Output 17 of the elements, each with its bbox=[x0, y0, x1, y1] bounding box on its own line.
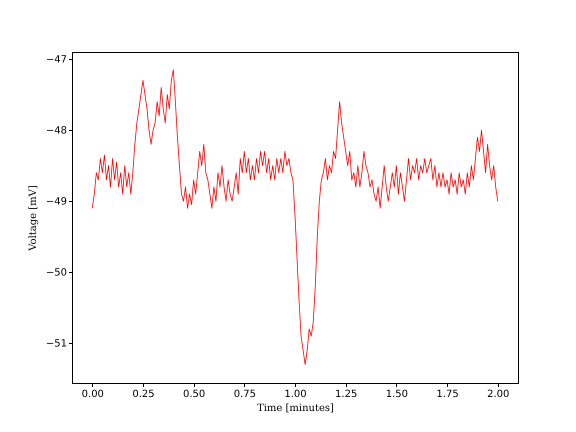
x-tick-label: 0.50 bbox=[183, 389, 206, 400]
x-tick-label: 1.25 bbox=[335, 389, 358, 400]
y-tick-label: −49 bbox=[46, 196, 67, 208]
y-tick-label: −50 bbox=[46, 268, 67, 279]
x-tick-label: 0.00 bbox=[82, 389, 104, 400]
x-tick-label: 1.50 bbox=[386, 389, 408, 400]
x-tick-label: 1.75 bbox=[436, 389, 459, 400]
y-tick-label: −48 bbox=[46, 126, 67, 137]
x-tick-label: 0.25 bbox=[132, 389, 155, 400]
x-tick-label: 1.00 bbox=[284, 389, 307, 400]
x-tick-label: 2.00 bbox=[487, 389, 510, 400]
x-axis-title: Time [minutes] bbox=[257, 403, 334, 414]
y-tick-label: −51 bbox=[46, 338, 67, 350]
y-axis-title: Voltage [mV] bbox=[28, 185, 39, 252]
x-tick-label: 0.75 bbox=[234, 389, 256, 400]
y-tick-label: −47 bbox=[46, 54, 67, 66]
line-series bbox=[92, 69, 498, 365]
